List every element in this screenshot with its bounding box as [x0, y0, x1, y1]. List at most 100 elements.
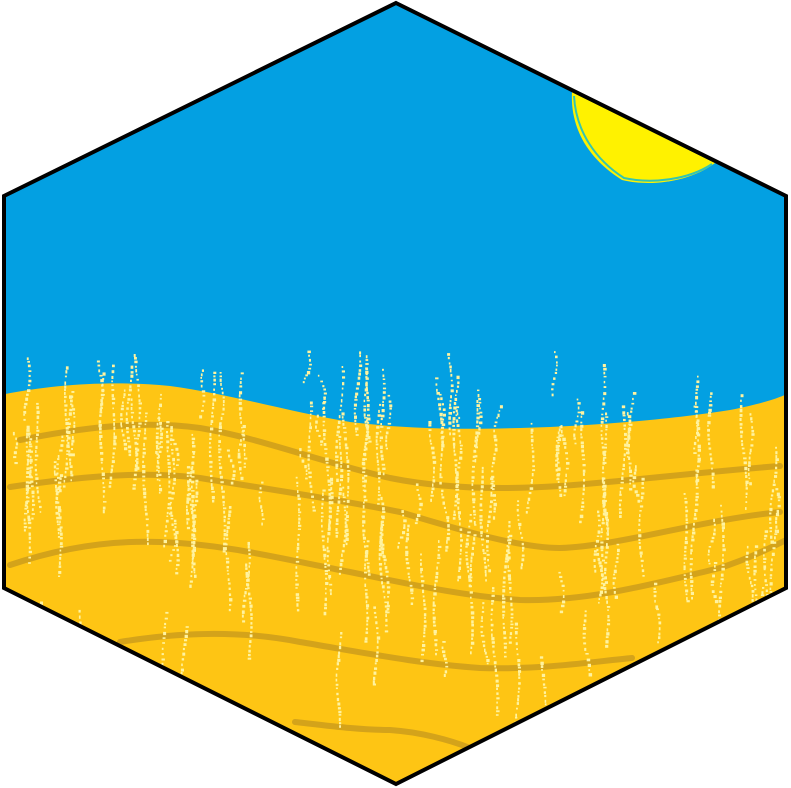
sparkle-dot: [485, 579, 487, 582]
sparkle-dot: [343, 431, 347, 434]
sparkle-dot: [380, 418, 383, 421]
sparkle-dot: [683, 574, 686, 576]
sparkle-dot: [761, 645, 764, 648]
sparkle-dot: [603, 491, 607, 495]
sparkle-dot: [193, 537, 197, 541]
sparkle-dot: [165, 611, 169, 614]
sparkle-dot: [107, 774, 111, 777]
sparkle-dot: [298, 521, 301, 525]
sparkle-dot: [502, 626, 505, 629]
sparkle-dot: [335, 463, 339, 468]
sparkle-dot: [481, 616, 483, 620]
sparkle-dot: [161, 647, 164, 650]
sparkle-dot: [245, 588, 248, 590]
sparkle-dot: [77, 647, 81, 650]
sparkle-dot: [133, 473, 137, 477]
sparkle-dot: [336, 667, 339, 670]
sparkle-dot: [638, 529, 641, 532]
sparkle-dot: [69, 461, 72, 465]
sparkle-dot: [362, 515, 365, 518]
sparkle-dot: [335, 455, 339, 458]
sparkle-dot: [508, 534, 513, 538]
sparkle-dot: [321, 530, 324, 533]
sparkle-dot: [249, 601, 252, 604]
sparkle-dot: [26, 496, 30, 499]
sparkle-dot: [763, 543, 766, 546]
sparkle-dot: [566, 462, 570, 465]
sparkle-dot: [130, 371, 134, 374]
sparkle-dot: [238, 394, 241, 398]
sparkle-dot: [67, 430, 71, 434]
sparkle-dot: [105, 702, 109, 705]
sparkle-dot: [553, 377, 556, 380]
sparkle-dot: [125, 418, 128, 421]
sparkle-dot: [126, 407, 129, 410]
sparkle-dot: [191, 495, 195, 499]
sparkle-dot: [474, 436, 478, 440]
sparkle-dot: [245, 575, 249, 578]
sparkle-dot: [582, 484, 585, 488]
sparkle-dot: [490, 491, 493, 496]
sparkle-dot: [429, 434, 431, 438]
sparkle-dot: [60, 444, 64, 447]
sparkle-dot: [345, 537, 349, 541]
sparkle-dot: [309, 363, 312, 366]
sparkle-dot: [708, 408, 712, 412]
sparkle-dot: [601, 407, 604, 410]
sparkle-dot: [163, 626, 166, 629]
sparkle-dot: [603, 386, 607, 388]
sparkle-dot: [229, 459, 233, 463]
sparkle-dot: [775, 461, 778, 465]
sparkle-dot: [297, 490, 299, 493]
sparkle-dot: [24, 504, 28, 507]
sparkle-dot: [362, 520, 366, 524]
sparkle-dot: [769, 574, 773, 577]
sparkle-dot: [503, 646, 507, 649]
sparkle-dot: [508, 538, 512, 542]
sparkle-dot: [482, 640, 486, 643]
sparkle-dot: [442, 408, 446, 411]
sparkle-dot: [28, 379, 32, 383]
sparkle-dot: [597, 514, 601, 517]
sparkle-dot: [619, 511, 622, 514]
sparkle-dot: [745, 480, 749, 484]
sparkle-dot: [248, 649, 251, 653]
sparkle-dot: [341, 370, 345, 373]
sparkle-dot: [453, 406, 457, 410]
sparkle-dot: [246, 579, 248, 582]
sparkle-dot: [602, 481, 606, 484]
sparkle-dot: [490, 486, 493, 489]
sparkle-dot: [443, 673, 446, 677]
sparkle-dot: [157, 466, 160, 469]
sparkle-dot: [559, 489, 562, 492]
sparkle-dot: [237, 452, 241, 456]
sparkle-dot: [56, 463, 59, 466]
sparkle-dot: [322, 539, 325, 542]
sparkle-dot: [710, 580, 715, 584]
sparkle-dot: [113, 432, 115, 436]
sparkle-dot: [508, 582, 512, 584]
sparkle-dot: [405, 540, 408, 543]
sparkle-dot: [582, 488, 585, 491]
sparkle-dot: [562, 589, 565, 592]
sparkle-dot: [696, 432, 699, 435]
sparkle-dot: [386, 575, 389, 578]
sparkle-dot: [189, 474, 192, 477]
sparkle-dot: [309, 422, 312, 426]
sparkle-dot: [309, 426, 312, 430]
sparkle-dot: [364, 640, 368, 643]
sparkle-dot: [745, 483, 748, 487]
sparkle-dot: [192, 541, 196, 545]
sparkle-dot: [456, 493, 459, 496]
sparkle-dot: [170, 497, 174, 500]
sparkle-dot: [503, 576, 506, 580]
sparkle-dot: [347, 473, 350, 476]
sparkle-dot: [602, 364, 606, 367]
sparkle-dot: [56, 516, 60, 520]
sparkle-dot: [171, 452, 174, 455]
sparkle-dot: [455, 414, 458, 417]
sparkle-dot: [520, 563, 523, 567]
sparkle-dot: [143, 442, 145, 447]
sparkle-dot: [73, 421, 76, 425]
sparkle-dot: [616, 543, 620, 546]
